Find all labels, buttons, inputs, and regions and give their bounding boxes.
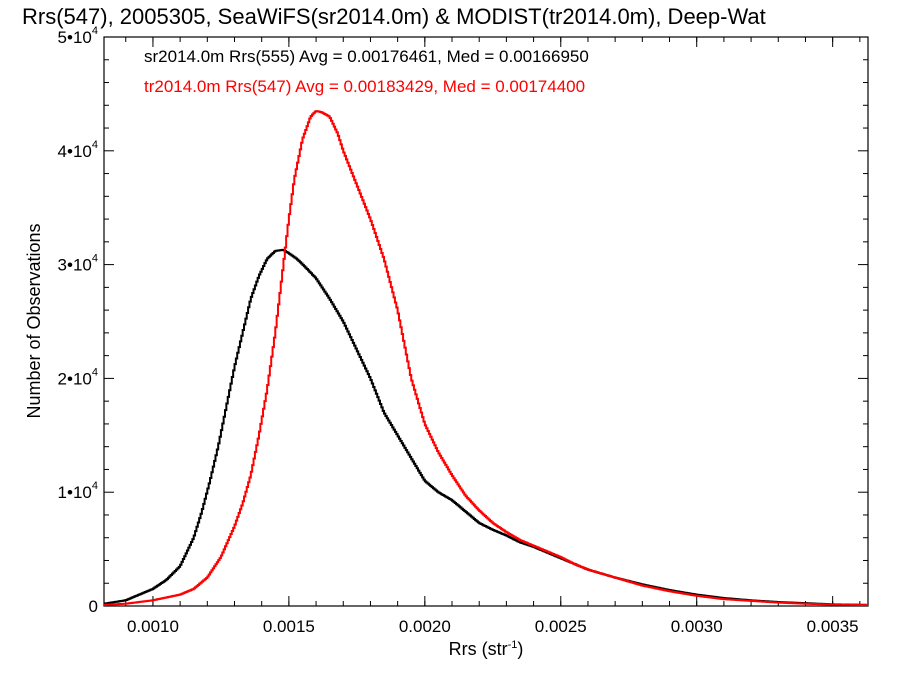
- y-tick-label: 4•104: [58, 139, 98, 161]
- x-axis-label-text: Rrs (str: [449, 639, 508, 659]
- legend-entry-black: sr2014.0m Rrs(555) Avg = 0.00176461, Med…: [144, 47, 589, 66]
- series-line-black: [104, 248, 868, 606]
- x-tick-label: 0.0020: [399, 617, 451, 636]
- y-tick-label-exponent: 4: [92, 253, 98, 265]
- y-tick-label-exponent: 4: [92, 366, 98, 378]
- x-axis-label-suffix: ): [517, 639, 523, 659]
- y-tick-label-base: 3•10: [58, 256, 92, 275]
- y-tick-label: 5•104: [58, 25, 98, 47]
- chart-title: Rrs(547), 2005305, SeaWiFS(sr2014.0m) & …: [22, 4, 766, 29]
- y-tick-label-base: 1•10: [58, 483, 92, 502]
- y-tick-label-base: 0: [89, 597, 98, 616]
- x-tick-label: 0.0025: [535, 617, 587, 636]
- y-axis-label: Number of Observations: [24, 223, 44, 418]
- y-tick-label: 0: [89, 597, 98, 616]
- y-tick-label-exponent: 4: [92, 25, 98, 37]
- x-axis-label-exponent: -1: [508, 639, 518, 651]
- y-tick-label-base: 5•10: [58, 28, 92, 47]
- y-tick-label: 1•104: [58, 480, 98, 502]
- series-layer: [104, 110, 868, 606]
- y-tick-label: 2•104: [58, 366, 98, 388]
- y-tick-label-base: 2•10: [58, 369, 92, 388]
- x-tick-label: 0.0035: [807, 617, 859, 636]
- x-tick-label: 0.0010: [127, 617, 179, 636]
- y-tick-label: 3•104: [58, 253, 98, 275]
- y-tick-label-exponent: 4: [92, 480, 98, 492]
- series-line-red: [104, 110, 868, 606]
- plot-frame: [103, 36, 869, 607]
- y-tick-label-base: 4•10: [58, 142, 92, 161]
- legend-entry-red: tr2014.0m Rrs(547) Avg = 0.00183429, Med…: [144, 77, 585, 96]
- x-axis-label: Rrs (str-1): [449, 639, 524, 659]
- x-tick-label: 0.0015: [263, 617, 315, 636]
- x-tick-label: 0.0030: [671, 617, 723, 636]
- y-tick-label-exponent: 4: [92, 139, 98, 151]
- x-axis: 0.0010 0.0015 0.0020 0.0025 0.0030 0.0035: [125, 37, 861, 636]
